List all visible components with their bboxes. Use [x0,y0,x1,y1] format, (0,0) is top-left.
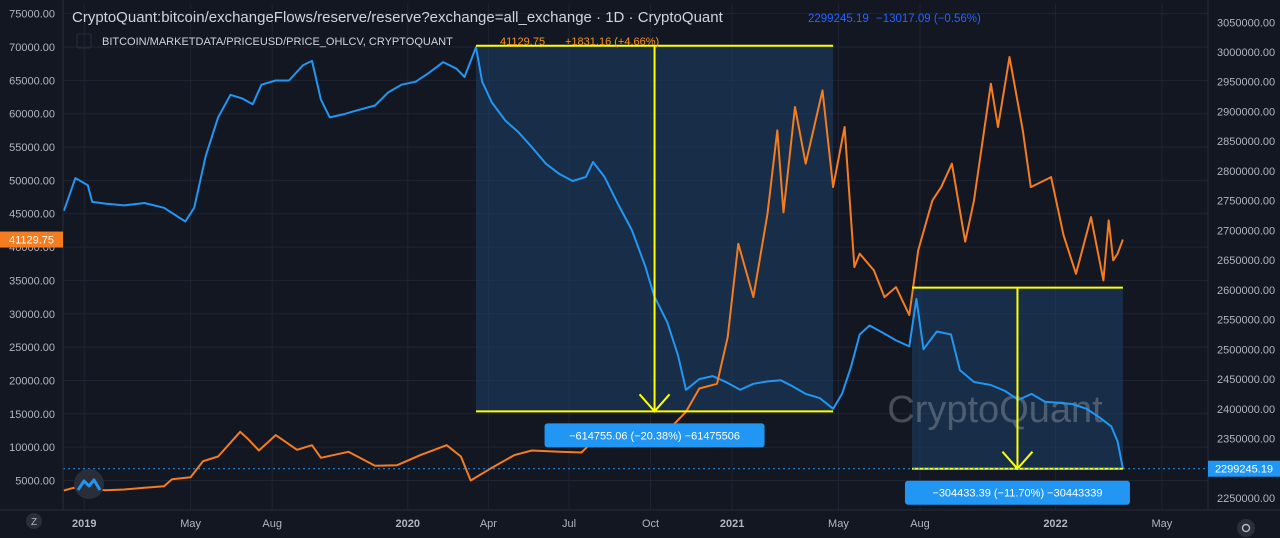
y-right-tick-label: 2500000.00 [1217,344,1275,356]
x-tick-label: 2019 [72,518,96,530]
reserve-last-value: 2299245.19 [808,13,869,25]
svg-text:Z: Z [31,517,37,528]
cryptoquant-logo-icon [74,469,104,499]
y-right-tick-label: 2700000.00 [1217,225,1275,237]
measure-label: −304433.39 (−11.70%) −30443339 [932,488,1102,500]
y-left-tick-label: 60000.00 [9,109,55,121]
y-right-tick-label: 3000000.00 [1217,47,1275,59]
y-left-tick-label: 30000.00 [9,309,55,321]
y-right-tick-label: 3050000.00 [1217,17,1275,29]
y-left-tick-label: 65000.00 [9,75,55,87]
y-right-tick-label: 2650000.00 [1217,255,1275,267]
y-left-tick-label: 70000.00 [9,42,55,54]
x-tick-label: Oct [642,518,659,530]
y-right-tick-label: 2450000.00 [1217,374,1275,386]
y-right-tick-label: 2350000.00 [1217,434,1275,446]
series-title: CryptoQuant:bitcoin/exchangeFlows/reserv… [72,9,724,26]
x-tick-label: 2020 [395,518,419,530]
x-tick-label: May [180,518,201,530]
x-tick-label: May [828,518,849,530]
reserve-change: −13017.09 (−0.56%) [876,13,981,25]
y-right-tick-label: 2950000.00 [1217,77,1275,89]
watermark: CryptoQuant [887,389,1103,431]
measure-label: −614755.06 (−20.38%) −61475506 [569,430,740,442]
y-left-tick-label: 15000.00 [9,409,55,421]
y-right-tick-label: 2600000.00 [1217,285,1275,297]
x-tick-label: May [1152,518,1173,530]
y-right-tick-label: 2850000.00 [1217,136,1275,148]
y-left-tick-label: 35000.00 [9,275,55,287]
y-right-tick-label: 2400000.00 [1217,404,1275,416]
btc-change: +1831.16 (+4.66%) [565,36,659,48]
x-tick-label: Aug [262,518,282,530]
measure-label-box[interactable] [544,423,765,448]
y-left-tick-label: 25000.00 [9,342,55,354]
x-tick-label: Apr [480,518,497,530]
reserve-last-value-tag [1208,460,1280,477]
measure-arrow-head [1001,451,1034,471]
y-left-tick-label: 75000.00 [9,9,55,21]
x-tick-label: 2022 [1043,518,1067,530]
y-left-tick-label: 55000.00 [9,142,55,154]
visibility-toggle-icon[interactable] [76,33,92,49]
reserve-last-value-label: 2299245.19 [1215,464,1273,476]
btc-price-line [63,56,1124,492]
y-right-tick-label: 2550000.00 [1217,315,1275,327]
y-left-tick-label: 50000.00 [9,175,55,187]
price-last-value-tag [0,231,63,248]
settings-gear-icon[interactable] [1237,519,1255,537]
y-right-tick-label: 2750000.00 [1217,196,1275,208]
x-tick-label: Jul [562,518,576,530]
y-left-tick-label: 5000.00 [15,476,55,488]
timezone-button[interactable]: Z [26,513,42,529]
y-right-tick-label: 2250000.00 [1217,493,1275,505]
series-lines [62,46,1124,492]
y-left-tick-label: 10000.00 [9,442,55,454]
x-tick-label: 2021 [720,518,744,530]
measure-arrow-head [638,393,671,413]
btc-last-value: 41129.75 [500,36,545,48]
y-left-tick-label: 20000.00 [9,375,55,387]
y-right-tick-label: 2900000.00 [1217,106,1275,118]
measurement-annotations[interactable]: −614755.06 (−20.38%) −61475506 −304433.39… [475,44,1130,505]
exchange-reserve-line [62,46,1124,469]
price-last-value-label: 41129.75 [9,235,54,247]
y-left-tick-label: 45000.00 [9,209,55,221]
measure-label-box[interactable] [904,480,1130,505]
btc-series-title: BITCOIN/MARKETDATA/PRICEUSD/PRICE_OHLCV,… [102,36,453,48]
y-right-tick-label: 2800000.00 [1217,166,1275,178]
x-tick-label: Aug [910,518,930,530]
